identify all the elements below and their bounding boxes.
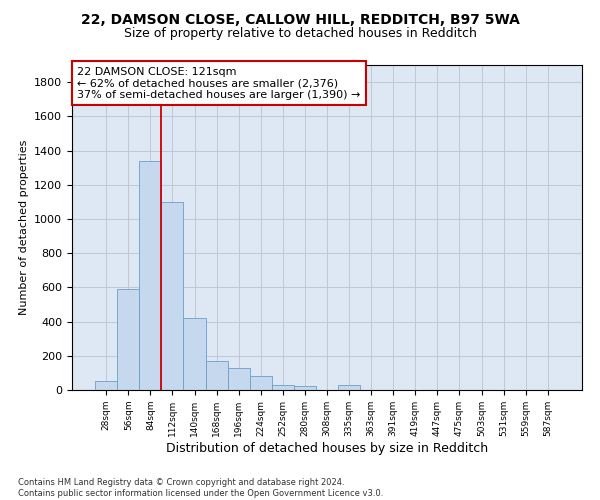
Y-axis label: Number of detached properties: Number of detached properties xyxy=(19,140,29,315)
Bar xyxy=(272,385,294,390)
Bar xyxy=(139,161,161,390)
Bar xyxy=(117,289,139,390)
Text: 22 DAMSON CLOSE: 121sqm
← 62% of detached houses are smaller (2,376)
37% of semi: 22 DAMSON CLOSE: 121sqm ← 62% of detache… xyxy=(77,66,361,100)
Bar xyxy=(250,376,272,390)
Bar xyxy=(294,386,316,390)
Bar xyxy=(338,385,360,390)
Bar xyxy=(95,380,117,390)
Bar xyxy=(184,318,206,390)
Bar xyxy=(227,368,250,390)
Bar xyxy=(161,202,184,390)
Bar xyxy=(206,361,227,390)
X-axis label: Distribution of detached houses by size in Redditch: Distribution of detached houses by size … xyxy=(166,442,488,454)
Text: 22, DAMSON CLOSE, CALLOW HILL, REDDITCH, B97 5WA: 22, DAMSON CLOSE, CALLOW HILL, REDDITCH,… xyxy=(80,12,520,26)
Text: Contains HM Land Registry data © Crown copyright and database right 2024.
Contai: Contains HM Land Registry data © Crown c… xyxy=(18,478,383,498)
Text: Size of property relative to detached houses in Redditch: Size of property relative to detached ho… xyxy=(124,28,476,40)
